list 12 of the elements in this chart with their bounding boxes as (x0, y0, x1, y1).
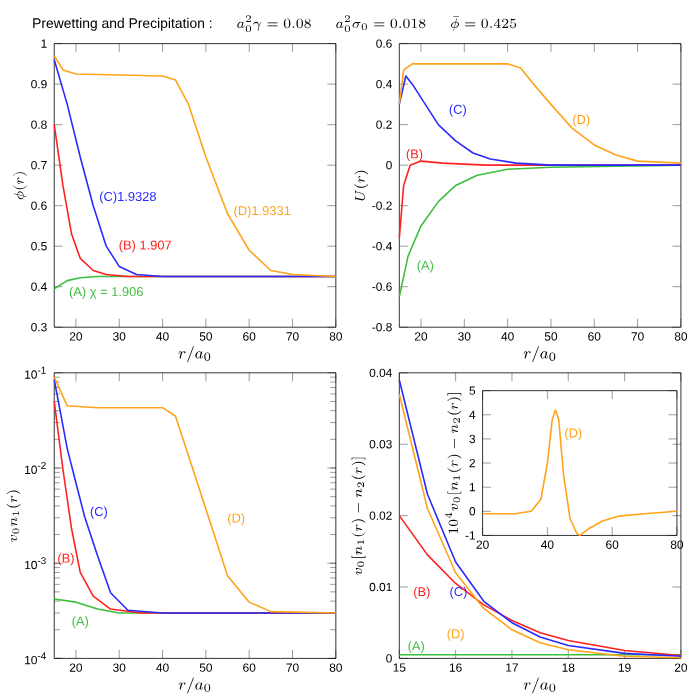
y-axis-title: $\phi(r)$ (13, 172, 27, 200)
text: $\bar{\phi} = 0.425$ (450, 16, 517, 31)
x-axis-title: $r/a_0$ (178, 346, 211, 363)
x-axis-title: $r/a_0$ (523, 346, 556, 363)
y-axis-title: $10^4 v_0[n_1(r) - n_2(r)]$ (445, 393, 462, 534)
y-axis-title: $U(r)$ (354, 170, 369, 201)
text: $a_0^2\sigma_0 = 0.018$ (336, 15, 426, 33)
x-axis-title: $r/a_0$ (178, 677, 211, 694)
x-axis-title: $r/a_0$ (523, 677, 556, 694)
y-axis-title: $v_0 n_1(r)$ (6, 490, 21, 542)
text: $a_0^2\gamma = 0.08$ (237, 15, 311, 33)
y-axis-title: $v_0[n_1(r) - n_2(r)]$ (351, 457, 366, 575)
